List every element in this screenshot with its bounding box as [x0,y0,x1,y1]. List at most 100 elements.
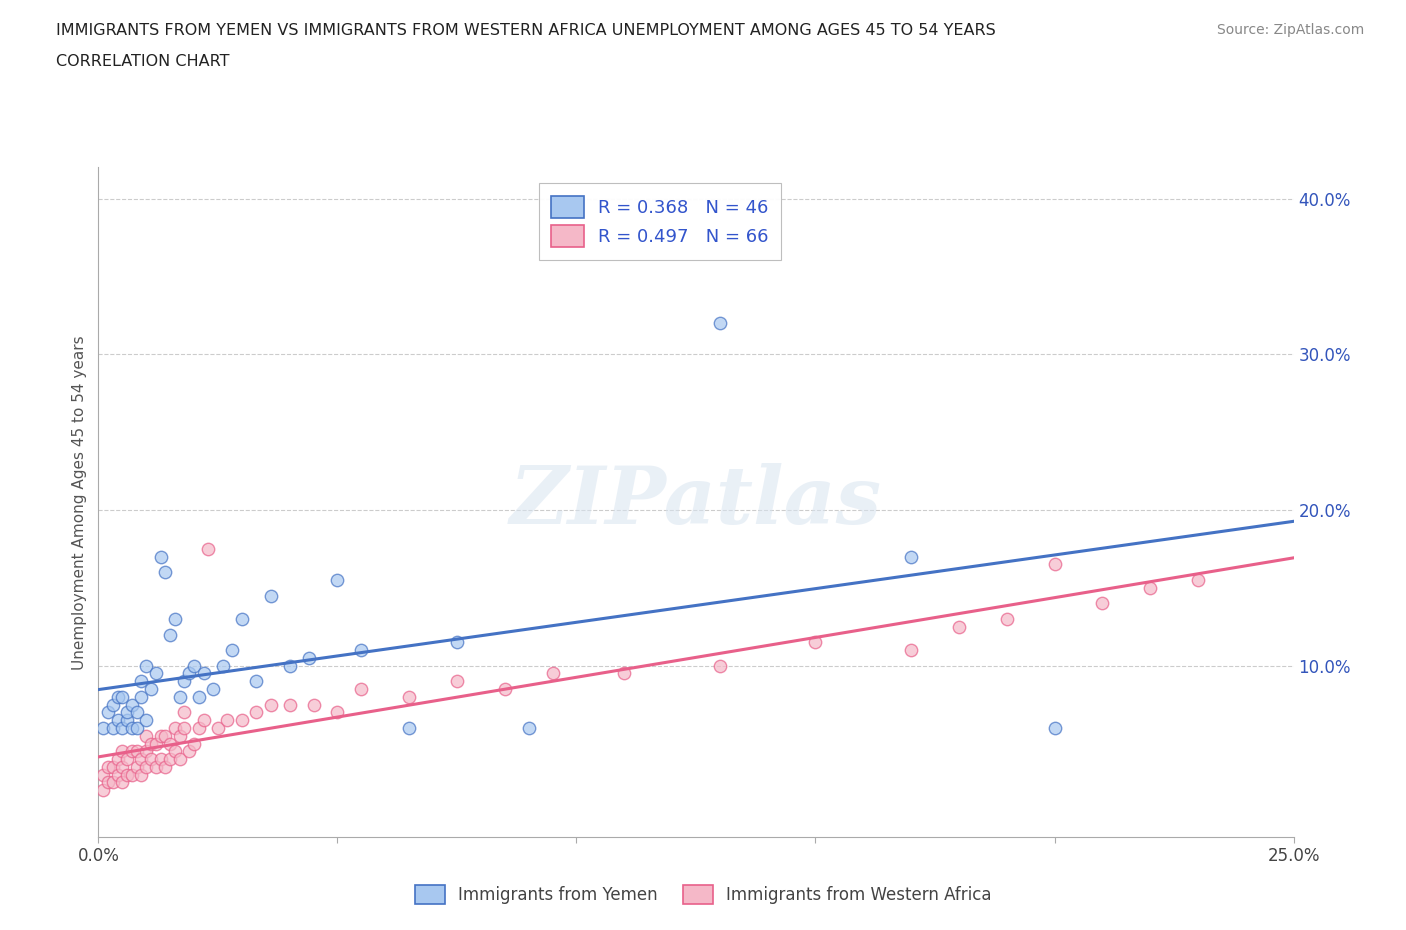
Point [135,744,157,759]
Point [179,744,201,759]
Point [302,698,325,712]
Point [139,682,162,697]
Legend: R = 0.368   N = 46, R = 0.497   N = 66: R = 0.368 N = 46, R = 0.497 N = 66 [538,183,782,259]
Point [187,689,209,704]
Point [350,643,373,658]
Y-axis label: Unemployment Among Ages 45 to 54 years: Unemployment Among Ages 45 to 54 years [72,335,87,670]
Point [107,689,129,704]
Point [1139,580,1161,595]
Point [900,550,922,565]
Point [107,767,129,782]
Point [193,666,215,681]
Point [350,682,373,697]
Point [111,744,134,759]
Point [221,643,243,658]
Point [125,705,148,720]
Point [259,588,281,603]
Point [135,728,157,743]
Point [91,783,114,798]
Point [245,705,267,720]
Point [259,698,281,712]
Point [159,627,181,642]
Point [494,682,516,697]
Point [121,698,143,712]
Point [125,744,148,759]
Point [173,674,195,689]
Point [202,682,225,697]
Point [446,635,468,650]
Point [446,674,468,689]
Point [97,705,120,720]
Legend: Immigrants from Yemen, Immigrants from Western Africa: Immigrants from Yemen, Immigrants from W… [406,876,1000,912]
Point [398,689,420,704]
Point [135,658,157,673]
Point [278,698,301,712]
Point [163,744,186,759]
Point [111,775,134,790]
Point [149,550,172,565]
Point [139,751,162,766]
Point [326,705,349,720]
Point [1043,557,1066,572]
Point [231,712,253,727]
Point [187,721,209,736]
Point [145,760,167,775]
Point [163,721,186,736]
Point [231,612,253,627]
Point [115,712,138,727]
Point [211,658,233,673]
Point [541,666,564,681]
Point [193,712,215,727]
Text: Source: ZipAtlas.com: Source: ZipAtlas.com [1216,23,1364,37]
Point [145,666,167,681]
Point [173,721,195,736]
Point [1043,721,1066,736]
Point [155,760,177,775]
Point [278,658,301,673]
Point [91,767,114,782]
Point [149,751,172,766]
Point [101,775,124,790]
Point [97,775,120,790]
Point [145,737,167,751]
Point [111,721,134,736]
Point [101,698,124,712]
Point [995,612,1018,627]
Point [101,721,124,736]
Point [326,573,349,588]
Text: ZIPatlas: ZIPatlas [510,463,882,541]
Point [135,712,157,727]
Point [159,751,181,766]
Point [115,705,138,720]
Point [709,658,731,673]
Point [121,721,143,736]
Point [125,760,148,775]
Point [101,760,124,775]
Point [169,728,191,743]
Point [900,643,922,658]
Point [121,767,143,782]
Point [804,635,827,650]
Point [135,760,157,775]
Point [183,737,205,751]
Point [115,751,138,766]
Point [169,751,191,766]
Point [111,689,134,704]
Point [169,689,191,704]
Text: CORRELATION CHART: CORRELATION CHART [56,54,229,69]
Point [183,658,205,673]
Point [91,721,114,736]
Point [155,728,177,743]
Point [197,541,219,556]
Point [298,650,321,665]
Point [125,721,148,736]
Text: IMMIGRANTS FROM YEMEN VS IMMIGRANTS FROM WESTERN AFRICA UNEMPLOYMENT AMONG AGES : IMMIGRANTS FROM YEMEN VS IMMIGRANTS FROM… [56,23,995,38]
Point [1091,596,1114,611]
Point [121,744,143,759]
Point [398,721,420,736]
Point [111,760,134,775]
Point [155,565,177,579]
Point [131,751,153,766]
Point [131,767,153,782]
Point [1187,573,1209,588]
